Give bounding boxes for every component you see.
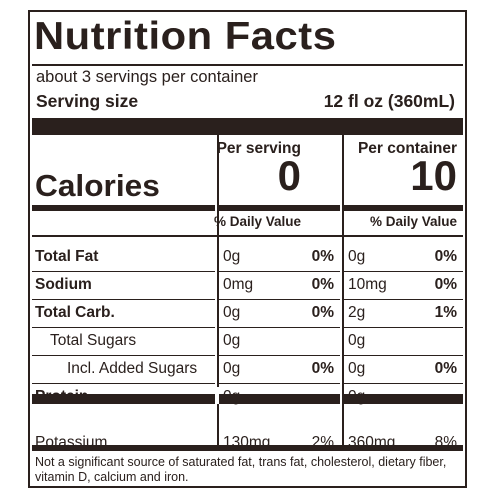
serving-amount-total-sugars: 0g	[223, 332, 241, 349]
calories-divider-left	[32, 205, 215, 211]
row-divider	[344, 299, 463, 300]
row-divider	[219, 383, 340, 384]
daily-value-divider	[32, 235, 463, 237]
serving-amount-total-carb: 0g	[223, 304, 241, 321]
container-dv-total-fat: 0%	[434, 248, 457, 265]
thick-divider-protein-container	[344, 394, 463, 404]
container-dv-added-sugars: 0%	[434, 360, 457, 377]
column-divider-serving-bottom	[217, 404, 219, 445]
thick-divider-protein-serving	[219, 394, 340, 404]
row-divider	[32, 355, 215, 356]
row-divider	[219, 355, 340, 356]
thick-divider-protein-left	[32, 394, 215, 404]
label-title: Nutrition Facts	[34, 15, 337, 58]
calories-per-container: 10	[410, 152, 457, 199]
row-divider	[32, 327, 215, 328]
serving-amount-sodium: 0mg	[223, 276, 254, 293]
servings-per-container: about 3 servings per container	[36, 68, 258, 86]
row-divider	[219, 327, 340, 328]
calories-per-serving: 0	[277, 152, 301, 199]
row-divider	[32, 271, 215, 272]
column-divider-serving	[217, 135, 219, 387]
row-divider	[32, 299, 215, 300]
thick-divider-bottom	[32, 445, 463, 451]
container-dv-sodium: 0%	[434, 276, 457, 293]
nutrient-name-added-sugars: Incl. Added Sugars	[67, 360, 198, 377]
row-divider	[344, 355, 463, 356]
row-divider	[219, 299, 340, 300]
per-container-header: Per container	[357, 140, 457, 157]
serving-dv-added-sugars: 0%	[311, 360, 334, 377]
serving-dv-total-carb: 0%	[311, 304, 334, 321]
nutrient-name-sodium: Sodium	[35, 276, 92, 293]
container-dv-total-carb: 1%	[434, 304, 457, 321]
serving-dv-sodium: 0%	[311, 276, 334, 293]
column-divider-container	[342, 135, 344, 445]
row-divider	[32, 383, 215, 384]
container-amount-total-carb: 2g	[348, 304, 366, 321]
calories-divider-container	[344, 205, 463, 211]
thick-divider-top	[32, 118, 463, 135]
calories-label: Calories	[35, 168, 160, 203]
nutrient-name-total-carb: Total Carb.	[35, 304, 115, 321]
row-divider	[344, 383, 463, 384]
serving-size-label: Serving size	[36, 91, 139, 111]
footnote: Not a significant source of saturated fa…	[35, 455, 447, 484]
serving-dv-total-fat: 0%	[311, 248, 334, 265]
calories-divider-serving	[219, 205, 340, 211]
serving-amount-total-fat: 0g	[223, 248, 241, 265]
daily-value-header-container: % Daily Value	[369, 214, 457, 229]
container-amount-total-fat: 0g	[348, 248, 366, 265]
title-divider	[32, 64, 463, 66]
container-amount-sodium: 10mg	[348, 276, 387, 293]
nutrient-name-total-sugars: Total Sugars	[50, 332, 137, 349]
per-serving-header: Per serving	[216, 140, 301, 157]
row-divider	[219, 271, 340, 272]
nutrition-facts-panel: Nutrition Facts about 3 servings per con…	[28, 10, 467, 488]
serving-size-value: 12 fl oz (360mL)	[323, 91, 455, 111]
container-amount-added-sugars: 0g	[348, 360, 366, 377]
row-divider	[344, 327, 463, 328]
container-amount-total-sugars: 0g	[348, 332, 366, 349]
serving-amount-added-sugars: 0g	[223, 360, 241, 377]
daily-value-header-serving: % Daily Value	[213, 214, 301, 229]
nutrient-name-total-fat: Total Fat	[35, 248, 99, 265]
row-divider	[344, 271, 463, 272]
